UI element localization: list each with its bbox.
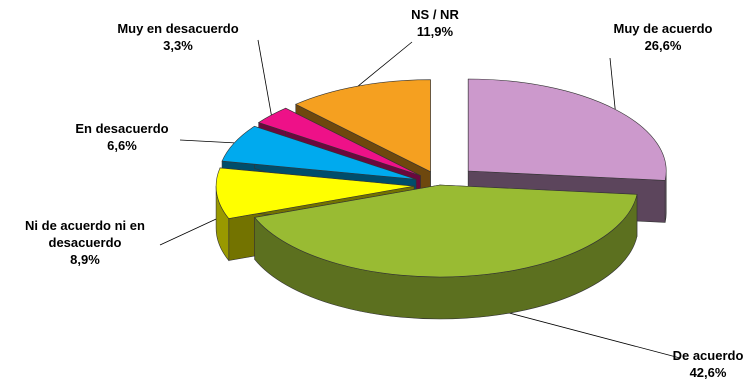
slice-top bbox=[257, 107, 421, 176]
label-muy-de-acuerdo: Muy de acuerdo 26,6% bbox=[613, 21, 713, 53]
leader-line-muy-de-acuerdo bbox=[609, 57, 616, 110]
label-muy-en-desacuerdo: Muy en desacuerdo 3,3% bbox=[117, 21, 239, 53]
leader-line-muy-en-desacuerdo bbox=[257, 39, 272, 116]
slice-top bbox=[295, 79, 431, 173]
pie-slices bbox=[215, 78, 667, 320]
slice-top bbox=[254, 184, 638, 278]
leader-line-en-desacuerdo bbox=[179, 139, 235, 144]
label-de-acuerdo: De acuerdo 42,6% bbox=[672, 348, 744, 380]
label-en-desacuerdo: En desacuerdo 6,6% bbox=[75, 121, 169, 153]
slice-de-acuerdo bbox=[254, 184, 638, 320]
leader-line-ni-de-acuerdo-ni-en-desacuerdo bbox=[159, 218, 217, 246]
slice-top bbox=[221, 125, 417, 180]
leader-line-ns-nr bbox=[357, 41, 413, 87]
label-ni-de-acuerdo: Ni de acuerdo ni en desacuerdo 8,9% bbox=[25, 218, 145, 267]
slice-top bbox=[467, 78, 667, 181]
label-ns-nr: NS / NR 11,9% bbox=[411, 7, 459, 39]
slice-top bbox=[215, 167, 415, 219]
